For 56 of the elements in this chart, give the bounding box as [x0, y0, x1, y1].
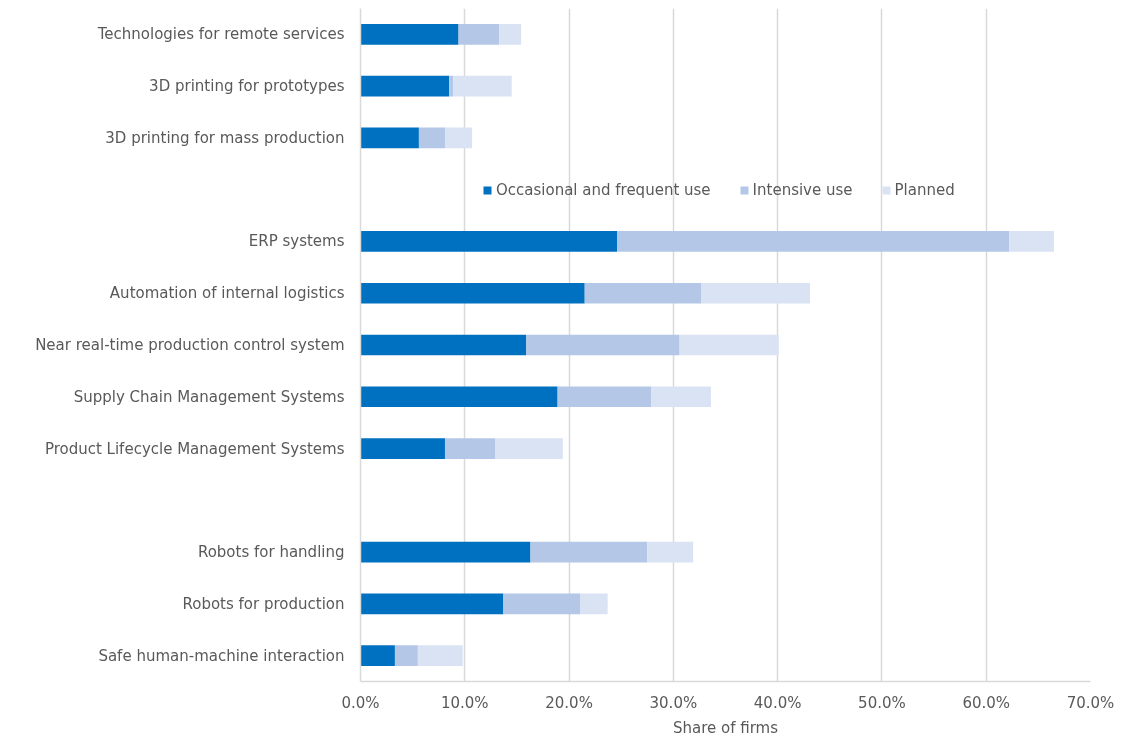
- x-tick-label: 60.0%: [962, 693, 1011, 712]
- bar: [584, 282, 702, 304]
- bar: [418, 127, 445, 149]
- bar: [458, 24, 500, 45]
- bar: [360, 645, 395, 666]
- x-tick-label: 30.0%: [649, 693, 698, 712]
- bar: [360, 541, 531, 563]
- x-tick-label: 0.0%: [341, 693, 380, 712]
- y-tick-label: Safe human-machine interaction: [98, 646, 345, 665]
- bar: [526, 334, 680, 356]
- bar: [360, 231, 618, 252]
- bar: [444, 438, 496, 459]
- bar: [495, 438, 563, 459]
- x-tick-label: 50.0%: [858, 693, 906, 712]
- bar: [360, 127, 419, 149]
- bar: [499, 24, 522, 45]
- bar: [647, 541, 694, 563]
- x-axis-title: Share of firms: [672, 718, 779, 737]
- bar: [453, 75, 512, 97]
- bar: [360, 282, 585, 304]
- bar: [617, 231, 1010, 252]
- bar: [679, 334, 779, 356]
- bar: [417, 645, 463, 666]
- y-tick-label: 3D printing for mass production: [105, 128, 345, 147]
- legend-label: Intensive use: [752, 181, 853, 200]
- bar: [651, 386, 711, 408]
- legend-label: Planned: [894, 181, 955, 200]
- y-tick-label: 3D printing for prototypes: [149, 77, 345, 96]
- y-tick-label: Supply Chain Management Systems: [73, 387, 345, 406]
- bar: [394, 645, 418, 666]
- legend-label: Occasional and frequent use: [496, 181, 711, 200]
- bar: [360, 438, 445, 459]
- y-tick-label: Near real-time production control system: [35, 336, 345, 354]
- bar: [580, 593, 608, 615]
- y-tick-label: Technologies for remote services: [96, 25, 345, 44]
- x-tick-label: 70.0%: [1066, 693, 1115, 712]
- x-tick-label: 40.0%: [753, 693, 802, 712]
- bar: [1009, 231, 1054, 252]
- bar: [701, 282, 810, 304]
- y-tick-label: Automation of internal logistics: [109, 284, 345, 303]
- y-tick-label: ERP systems: [248, 232, 345, 251]
- y-tick-label: Robots for handling: [197, 543, 345, 562]
- y-tick-label: Robots for production: [182, 594, 345, 613]
- bar: [449, 75, 454, 97]
- bar: [444, 127, 473, 149]
- bar: [503, 593, 581, 615]
- x-tick-label: 10.0%: [440, 693, 489, 712]
- bar: [360, 386, 558, 408]
- y-tick-label: Product Lifecycle Management Systems: [44, 439, 345, 458]
- bar: [530, 541, 648, 563]
- bar: [360, 24, 459, 45]
- bar: [557, 386, 652, 408]
- bar: [360, 75, 450, 97]
- bar: [360, 334, 527, 356]
- bar: [360, 593, 504, 615]
- x-tick-label: 20.0%: [545, 693, 593, 712]
